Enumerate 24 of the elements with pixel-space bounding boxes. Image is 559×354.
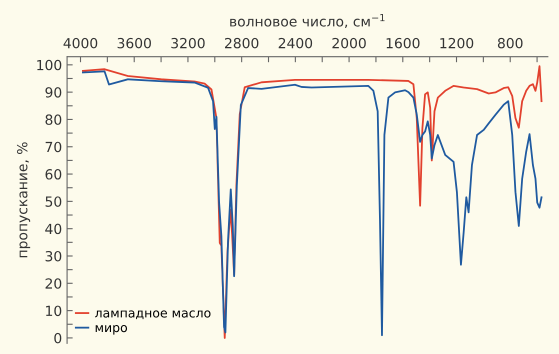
x-tick-label: 1600	[386, 38, 420, 48]
y-tick-label: 30	[46, 250, 62, 262]
x-tick-label: 4000	[64, 38, 98, 48]
legend-label: лампадное масло	[95, 310, 211, 320]
y-tick-label: 40	[45, 224, 62, 234]
y-tick-label: 70	[46, 142, 62, 152]
x-tick-label: 800	[498, 38, 523, 48]
x-tick-label: 3600	[118, 38, 151, 48]
y-tick-label: 60	[46, 169, 62, 180]
y-tick-label: 80	[45, 114, 62, 125]
x-tick-label: 2400	[278, 38, 312, 48]
y-tick-label: 10	[46, 306, 62, 316]
y-tick-label: 0	[54, 332, 62, 344]
y-tick-label: 100	[37, 60, 62, 70]
y-tick-label: 90	[45, 87, 62, 98]
y-tick-label: 50	[46, 196, 62, 207]
x-tick-label: 3200	[171, 38, 205, 48]
y-tick-label: 20	[46, 278, 62, 289]
x-tick-label: 1200	[440, 38, 474, 48]
x-tick-label: 2800	[224, 38, 258, 48]
x-axis-title: волновое число, см$^{−1}$	[230, 14, 385, 28]
x-tick-label: 2000	[332, 38, 366, 48]
y-axis-title: пропускание, %	[16, 142, 30, 258]
legend-label: миро	[96, 325, 128, 335]
